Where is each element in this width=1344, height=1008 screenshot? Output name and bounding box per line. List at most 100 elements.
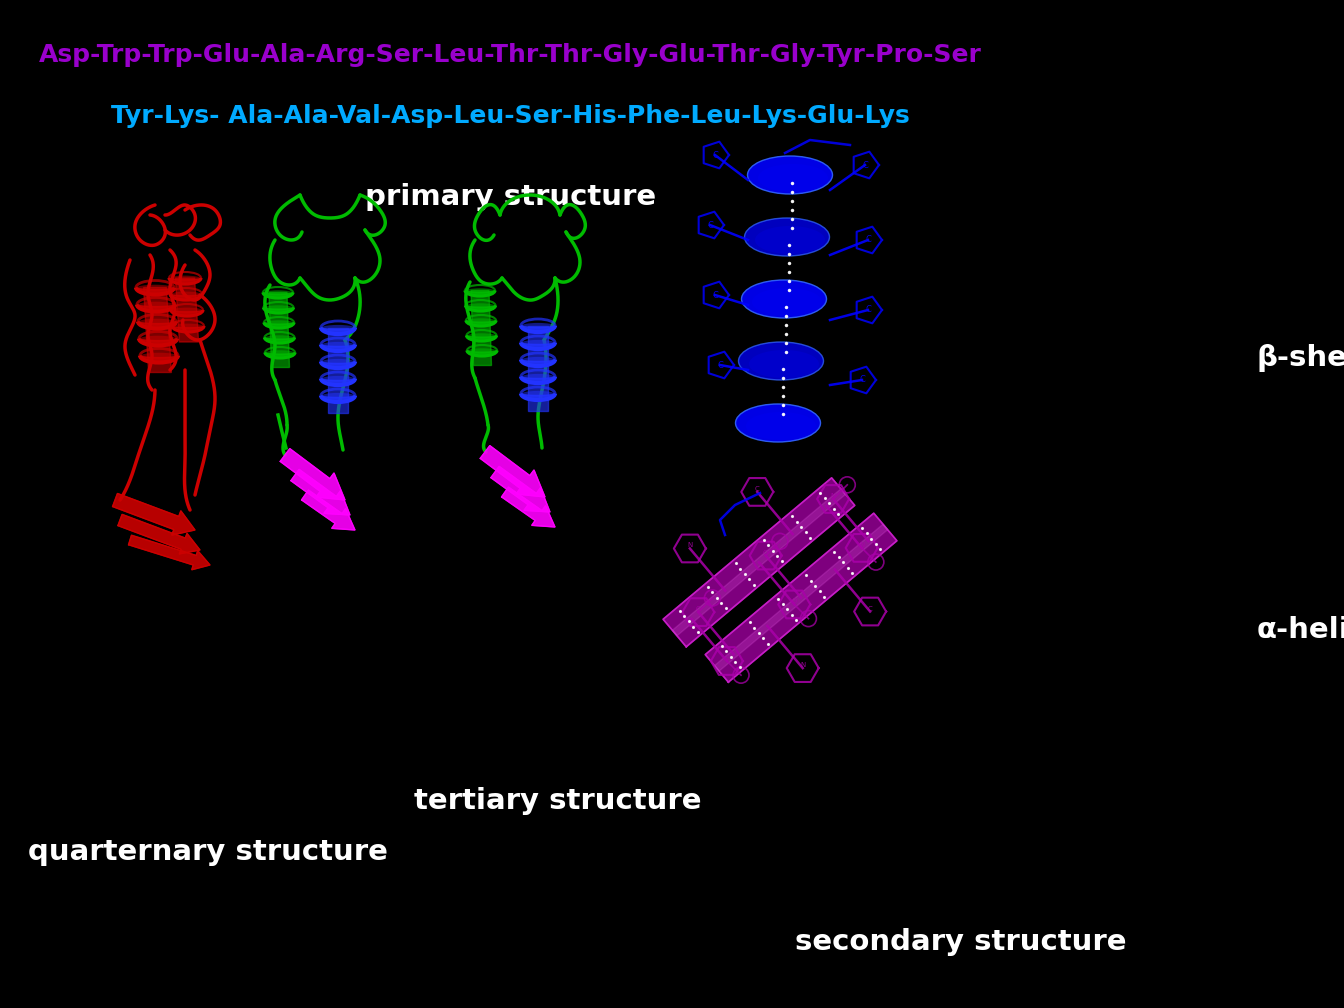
Polygon shape bbox=[521, 343, 555, 349]
Polygon shape bbox=[321, 362, 355, 368]
Text: O: O bbox=[763, 549, 769, 555]
Ellipse shape bbox=[465, 303, 496, 308]
Polygon shape bbox=[301, 490, 355, 530]
Ellipse shape bbox=[169, 291, 202, 297]
Polygon shape bbox=[466, 321, 496, 326]
Polygon shape bbox=[144, 287, 172, 373]
Polygon shape bbox=[321, 378, 355, 385]
Text: tertiary structure: tertiary structure bbox=[414, 787, 702, 815]
Text: C: C bbox=[868, 606, 872, 612]
Text: secondary structure: secondary structure bbox=[796, 928, 1126, 957]
Text: C: C bbox=[862, 160, 868, 169]
Polygon shape bbox=[465, 290, 495, 296]
Polygon shape bbox=[715, 524, 887, 671]
Polygon shape bbox=[137, 304, 175, 311]
Polygon shape bbox=[280, 449, 345, 500]
Polygon shape bbox=[169, 294, 202, 300]
Polygon shape bbox=[672, 489, 845, 636]
Polygon shape bbox=[501, 487, 555, 527]
Polygon shape bbox=[321, 328, 355, 334]
Ellipse shape bbox=[747, 156, 832, 194]
Polygon shape bbox=[521, 377, 555, 383]
Ellipse shape bbox=[521, 391, 555, 397]
Ellipse shape bbox=[466, 319, 496, 324]
Polygon shape bbox=[172, 326, 204, 332]
Ellipse shape bbox=[263, 321, 294, 326]
Polygon shape bbox=[171, 310, 203, 316]
Ellipse shape bbox=[742, 280, 827, 318]
Text: O: O bbox=[792, 599, 797, 605]
Polygon shape bbox=[521, 326, 555, 332]
Ellipse shape bbox=[138, 336, 177, 343]
Ellipse shape bbox=[521, 357, 555, 364]
Text: C: C bbox=[696, 606, 700, 612]
Ellipse shape bbox=[136, 284, 173, 291]
Ellipse shape bbox=[263, 290, 293, 295]
Ellipse shape bbox=[749, 350, 818, 378]
Text: Tyr-Lys- Ala-Ala-Val-Asp-Leu-Ser-His-Phe-Leu-Lys-Glu-Lys: Tyr-Lys- Ala-Ala-Val-Asp-Leu-Ser-His-Phe… bbox=[112, 104, 910, 128]
Ellipse shape bbox=[758, 164, 828, 192]
Ellipse shape bbox=[735, 404, 820, 442]
Text: C: C bbox=[707, 221, 712, 230]
Polygon shape bbox=[265, 338, 294, 343]
Ellipse shape bbox=[265, 351, 294, 356]
Text: N: N bbox=[800, 662, 805, 668]
Polygon shape bbox=[169, 278, 202, 284]
Text: Asp-Trp-Trp-Glu-Ala-Arg-Ser-Leu-Thr-Thr-Gly-Glu-Thr-Gly-Tyr-Pro-Ser: Asp-Trp-Trp-Glu-Ala-Arg-Ser-Leu-Thr-Thr-… bbox=[39, 43, 982, 68]
Text: C: C bbox=[859, 376, 866, 384]
Polygon shape bbox=[129, 535, 210, 570]
Text: C: C bbox=[866, 236, 871, 245]
Ellipse shape bbox=[521, 374, 555, 380]
Polygon shape bbox=[290, 470, 349, 515]
Ellipse shape bbox=[138, 319, 176, 326]
Text: C: C bbox=[712, 290, 718, 299]
Ellipse shape bbox=[521, 340, 555, 347]
Text: N: N bbox=[859, 542, 864, 548]
Polygon shape bbox=[321, 345, 355, 351]
Polygon shape bbox=[321, 395, 355, 402]
Text: quarternary structure: quarternary structure bbox=[28, 838, 388, 866]
Polygon shape bbox=[328, 328, 348, 412]
Text: C: C bbox=[724, 655, 730, 661]
Ellipse shape bbox=[137, 301, 175, 308]
Ellipse shape bbox=[745, 218, 829, 256]
Ellipse shape bbox=[140, 353, 177, 360]
Text: C: C bbox=[755, 486, 759, 492]
Ellipse shape bbox=[465, 288, 495, 293]
Ellipse shape bbox=[169, 275, 202, 281]
Polygon shape bbox=[470, 290, 492, 366]
Polygon shape bbox=[491, 467, 550, 512]
Text: primary structure: primary structure bbox=[366, 182, 656, 211]
Text: α-helix: α-helix bbox=[1257, 616, 1344, 644]
Polygon shape bbox=[521, 360, 555, 366]
Ellipse shape bbox=[466, 349, 497, 354]
Polygon shape bbox=[663, 478, 855, 647]
Polygon shape bbox=[138, 322, 176, 329]
Text: β-sheet: β-sheet bbox=[1257, 344, 1344, 372]
Polygon shape bbox=[466, 351, 497, 356]
Polygon shape bbox=[140, 356, 177, 363]
Ellipse shape bbox=[321, 376, 355, 382]
Ellipse shape bbox=[321, 359, 355, 366]
Ellipse shape bbox=[746, 412, 816, 440]
Ellipse shape bbox=[265, 336, 294, 341]
Ellipse shape bbox=[755, 226, 825, 254]
Polygon shape bbox=[269, 292, 289, 368]
Ellipse shape bbox=[753, 288, 823, 316]
Polygon shape bbox=[263, 323, 294, 328]
Text: N: N bbox=[831, 493, 836, 499]
Polygon shape bbox=[113, 494, 195, 535]
Text: C: C bbox=[866, 305, 871, 314]
Polygon shape bbox=[263, 292, 293, 298]
Polygon shape bbox=[465, 305, 496, 311]
Polygon shape bbox=[138, 339, 177, 346]
Ellipse shape bbox=[321, 325, 355, 332]
Ellipse shape bbox=[321, 393, 355, 399]
Ellipse shape bbox=[521, 323, 555, 330]
Polygon shape bbox=[528, 326, 548, 410]
Text: N: N bbox=[687, 542, 692, 548]
Polygon shape bbox=[136, 287, 173, 294]
Polygon shape bbox=[265, 353, 294, 358]
Polygon shape bbox=[521, 393, 555, 400]
Polygon shape bbox=[706, 513, 896, 682]
